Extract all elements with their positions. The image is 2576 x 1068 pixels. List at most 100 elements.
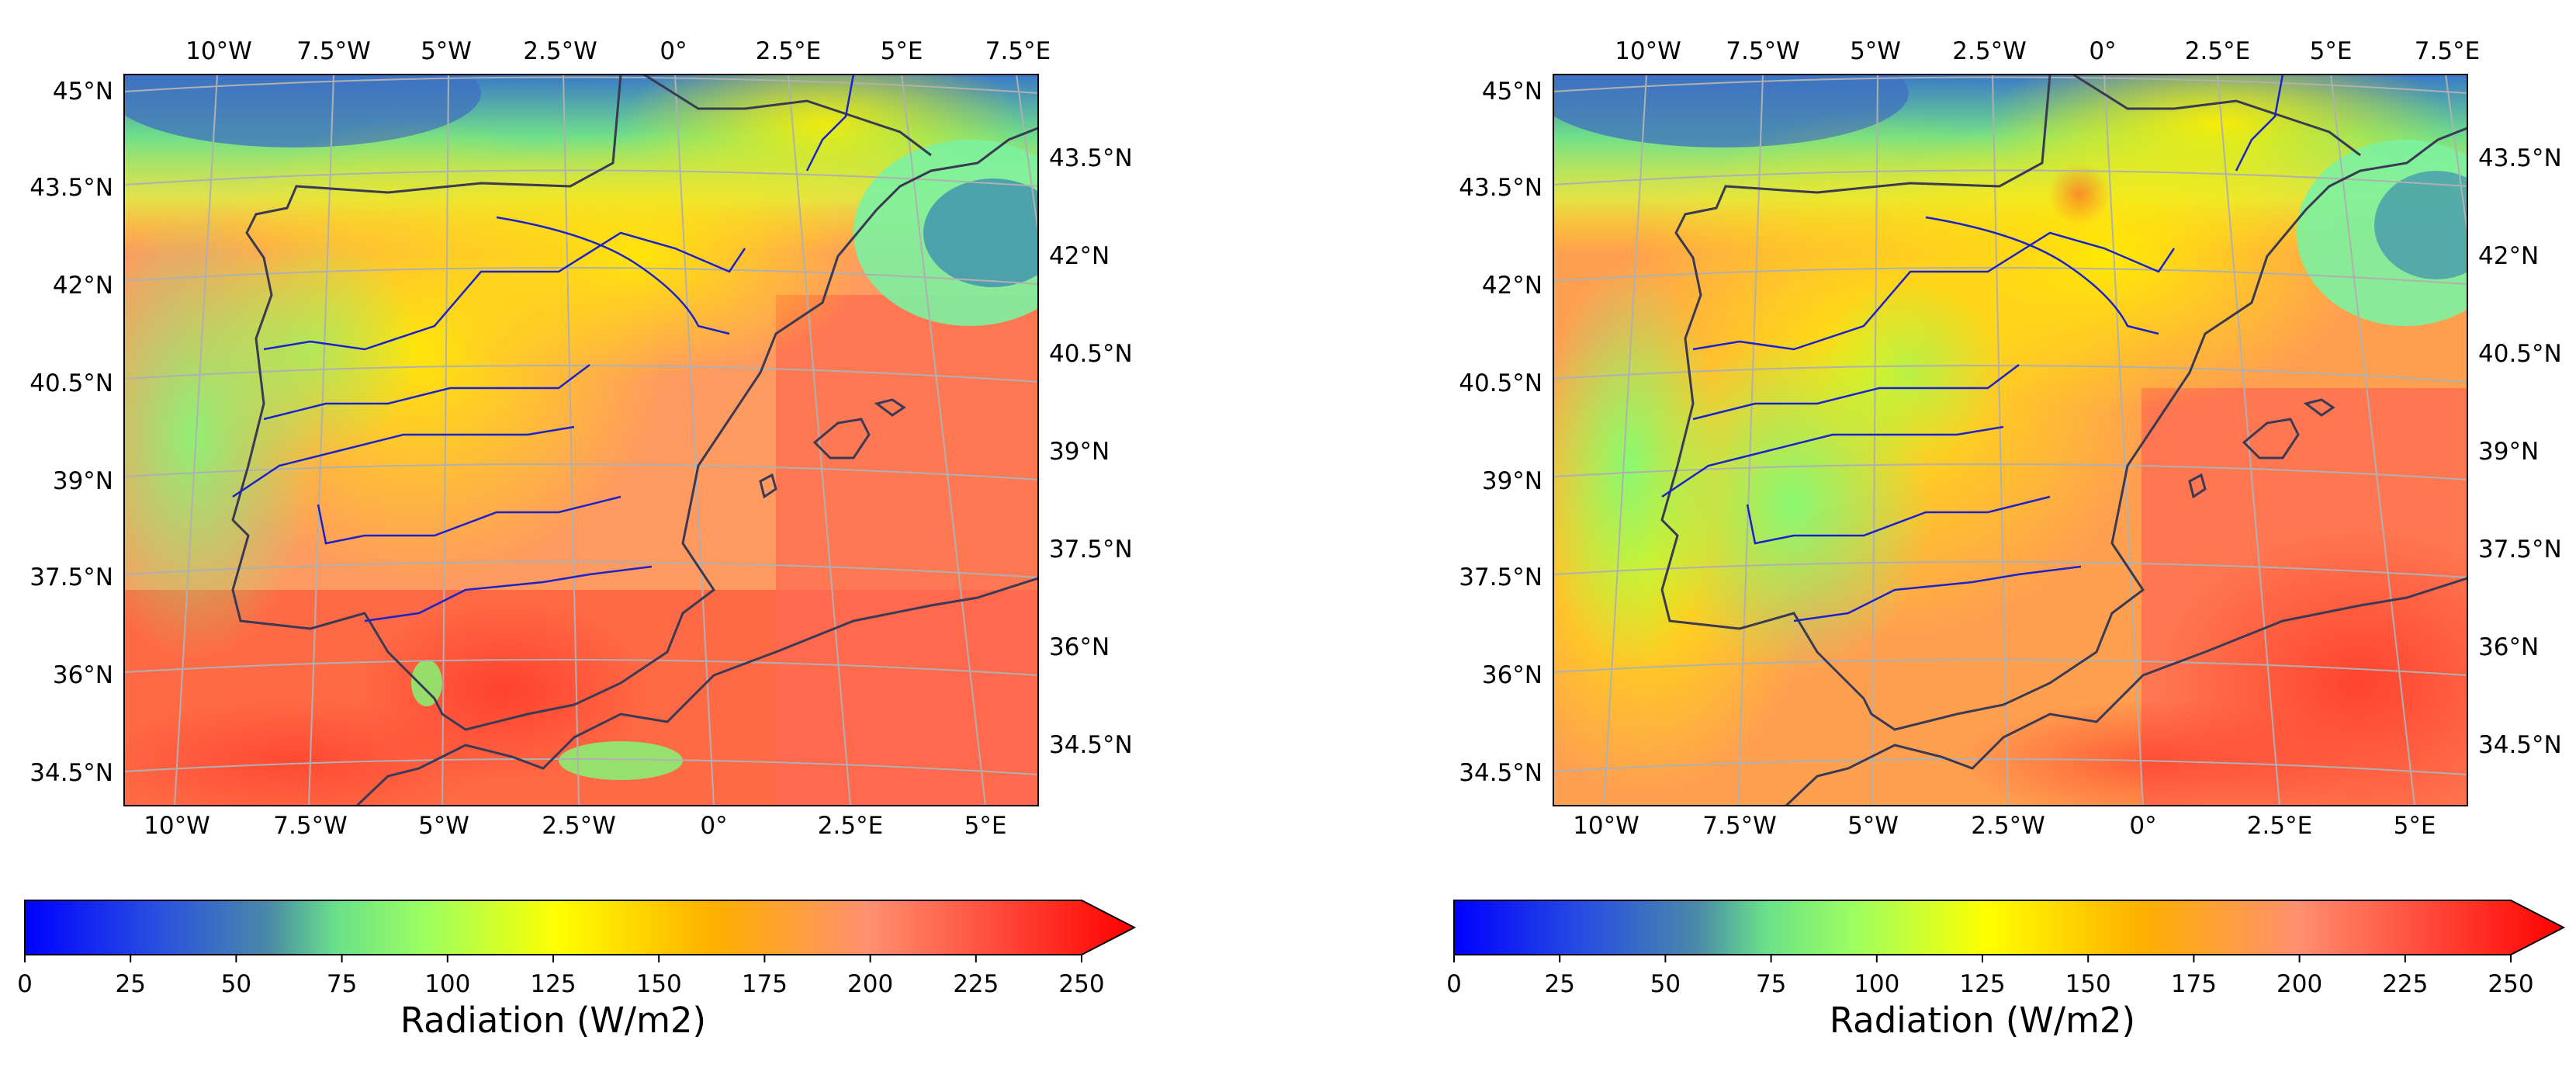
colorbar-tick-label: 125 bbox=[530, 970, 576, 998]
lon-label: 5°E bbox=[881, 37, 923, 65]
rivers-left bbox=[232, 75, 855, 622]
lat-label: 34.5°N bbox=[29, 759, 113, 787]
top-lon-labels-right: 10°W 7.5°W 5°W 2.5°W 0° 2.5°E 5°E 7.5°E bbox=[1615, 37, 2480, 65]
colorbar-bar bbox=[24, 900, 1137, 955]
bottom-lon-labels-right: 10°W 7.5°W 5°W 2.5°W 0° 2.5°E 5°E bbox=[1573, 812, 2436, 840]
lat-label: 37.5°N bbox=[2478, 536, 2562, 563]
map-panel-right: 10°W 7.5°W 5°W 2.5°W 0° 2.5°E 5°E 7.5°E … bbox=[1288, 0, 2576, 1068]
lat-label: 36°N bbox=[53, 661, 113, 689]
lat-label: 36°N bbox=[2478, 633, 2539, 661]
top-lon-labels-left: 10°W 7.5°W 5°W 2.5°W 0° 2.5°E 5°E 7.5°E bbox=[185, 37, 1051, 65]
lat-label: 34.5°N bbox=[1459, 759, 1542, 787]
lon-label: 10°W bbox=[1615, 37, 1681, 65]
map-figure-right: 10°W 7.5°W 5°W 2.5°W 0° 2.5°E 5°E 7.5°E … bbox=[1446, 37, 2566, 1041]
colorbar-tick-label: 200 bbox=[847, 970, 893, 998]
lon-label: 7.5°E bbox=[985, 37, 1051, 65]
lon-label: 0° bbox=[660, 37, 687, 65]
lat-label: 43.5°N bbox=[1049, 144, 1133, 172]
lat-label: 37.5°N bbox=[1049, 536, 1133, 563]
colorbar-label: Radiation (W/m2) bbox=[400, 1000, 706, 1041]
lon-label: 0° bbox=[2089, 37, 2116, 65]
lon-label: 7.5°W bbox=[1726, 37, 1799, 65]
lon-label: 2.5°E bbox=[2185, 37, 2250, 65]
colorbar-tick-label: 75 bbox=[327, 970, 357, 998]
colorbar-tick-label: 225 bbox=[2382, 970, 2428, 998]
colorbar-tick-label: 75 bbox=[1756, 970, 1786, 998]
lon-label: 2.5°W bbox=[1971, 812, 2045, 840]
lat-label: 36°N bbox=[1049, 633, 1110, 661]
lat-label: 40.5°N bbox=[1459, 369, 1542, 397]
lon-label: 7.5°E bbox=[2415, 37, 2480, 65]
lon-label: 2.5°E bbox=[756, 37, 821, 65]
lat-label: 42°N bbox=[1049, 242, 1110, 270]
lat-label: 39°N bbox=[53, 467, 113, 495]
colorbar-tick-label: 50 bbox=[221, 970, 251, 998]
gridlines-right bbox=[1553, 75, 2467, 806]
left-lat-labels-left: 45°N 43.5°N 42°N 40.5°N 39°N 37.5°N 36°N… bbox=[29, 78, 113, 787]
lat-label: 34.5°N bbox=[2478, 731, 2562, 759]
lon-label: 5°W bbox=[421, 37, 472, 65]
lat-label: 42°N bbox=[53, 272, 113, 300]
lon-label: 7.5°W bbox=[1702, 812, 1776, 840]
lat-label: 42°N bbox=[1482, 272, 1542, 300]
radiation-field-left bbox=[124, 75, 1038, 806]
lon-label: 10°W bbox=[1573, 812, 1639, 840]
colorbar-label: Radiation (W/m2) bbox=[1830, 1000, 2135, 1041]
colorbar-tick-label: 250 bbox=[1058, 970, 1104, 998]
right-lat-labels-right: 43.5°N 42°N 40.5°N 39°N 37.5°N 36°N 34.5… bbox=[2478, 144, 2562, 759]
lat-label: 34.5°N bbox=[1049, 731, 1133, 759]
colorbar-tick-label: 150 bbox=[2065, 970, 2111, 998]
lon-label: 0° bbox=[700, 812, 727, 840]
colorbar-tick-label: 200 bbox=[2277, 970, 2322, 998]
lat-label: 45°N bbox=[1482, 78, 1542, 106]
map-figure-left: 10°W 7.5°W 5°W 2.5°W 0° 2.5°E 5°E 7.5°E … bbox=[17, 37, 1137, 1041]
colorbar-tick-label: 175 bbox=[742, 970, 788, 998]
colorbar-tick-label: 250 bbox=[2488, 970, 2533, 998]
colorbar-ticks-right: 0 25 50 75 100 125 150 175 200 225 250 bbox=[1446, 955, 2534, 998]
lat-label: 39°N bbox=[1482, 467, 1542, 495]
rivers-right bbox=[1661, 75, 2284, 622]
colorbar-tick-label: 0 bbox=[17, 970, 33, 998]
lat-label: 39°N bbox=[2478, 438, 2539, 466]
colorbar-tick-label: 100 bbox=[1854, 970, 1899, 998]
lon-label: 10°W bbox=[185, 37, 252, 65]
colorbar-right: 0 25 50 75 100 125 150 175 200 225 250 Radiation (… bbox=[1446, 900, 2566, 1041]
left-lat-labels-right: 45°N 43.5°N 42°N 40.5°N 39°N 37.5°N 36°N… bbox=[1459, 78, 1542, 787]
colorbar-tick-label: 150 bbox=[636, 970, 682, 998]
lon-label: 2.5°W bbox=[1952, 37, 2026, 65]
lon-label: 10°W bbox=[144, 812, 210, 840]
right-lat-labels-left: 43.5°N 42°N 40.5°N 39°N 37.5°N 36°N 34.5… bbox=[1049, 144, 1133, 759]
colorbar-ticks-left: 0 25 50 75 100 125 150 175 200 225 250 bbox=[17, 955, 1105, 998]
lon-label: 5°W bbox=[1847, 812, 1899, 840]
lon-label: 5°W bbox=[1850, 37, 1901, 65]
colorbar-tick-label: 100 bbox=[424, 970, 470, 998]
lat-label: 37.5°N bbox=[29, 563, 113, 591]
lon-label: 5°E bbox=[2394, 812, 2436, 840]
lat-label: 39°N bbox=[1049, 438, 1110, 466]
lon-label: 5°W bbox=[418, 812, 469, 840]
lat-label: 40.5°N bbox=[2478, 340, 2562, 368]
lat-label: 40.5°N bbox=[1049, 340, 1133, 368]
lat-label: 36°N bbox=[1482, 661, 1542, 689]
colorbar-tick-label: 225 bbox=[953, 970, 999, 998]
lat-label: 40.5°N bbox=[29, 369, 113, 397]
lat-label: 45°N bbox=[53, 78, 113, 106]
lat-label: 43.5°N bbox=[1459, 174, 1542, 202]
lon-label: 2.5°W bbox=[542, 812, 615, 840]
bottom-lon-labels-left: 10°W 7.5°W 5°W 2.5°W 0° 2.5°E 5°E bbox=[144, 812, 1006, 840]
lat-label: 42°N bbox=[2478, 242, 2539, 270]
colorbar-bar bbox=[1453, 900, 2566, 955]
colorbar-tick-label: 175 bbox=[2171, 970, 2217, 998]
colorbar-tick-label: 25 bbox=[1544, 970, 1574, 998]
map-panel-left: 10°W 7.5°W 5°W 2.5°W 0° 2.5°E 5°E 7.5°E … bbox=[17, 37, 1137, 1041]
colorbar-tick-label: 25 bbox=[115, 970, 145, 998]
coastline-right bbox=[1660, 75, 2467, 806]
lat-label: 37.5°N bbox=[1459, 563, 1542, 591]
lat-label: 43.5°N bbox=[2478, 144, 2562, 172]
map-frame-right bbox=[1553, 74, 2468, 806]
lon-label: 2.5°E bbox=[2247, 812, 2312, 840]
gridlines-left bbox=[124, 75, 1038, 806]
lat-label: 43.5°N bbox=[29, 174, 113, 202]
lon-label: 2.5°W bbox=[523, 37, 597, 65]
colorbar-tick-label: 125 bbox=[1959, 970, 2005, 998]
